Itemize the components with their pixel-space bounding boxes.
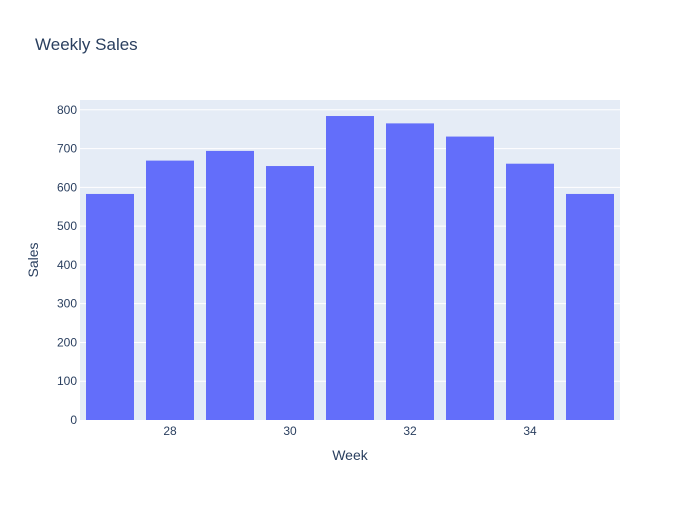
bar-week-28[interactable] (146, 160, 194, 420)
y-tick-label: 0 (70, 413, 77, 427)
y-tick-label: 800 (57, 103, 77, 117)
y-tick-label: 400 (57, 258, 77, 272)
y-tick-label: 700 (57, 142, 77, 156)
bar-week-29[interactable] (206, 150, 254, 420)
x-axis-label: Week (332, 447, 369, 463)
x-tick-label: 34 (523, 424, 537, 438)
bar-week-32[interactable] (386, 123, 434, 421)
y-axis-ticks: 0 100 200 300 400 500 600 700 800 (57, 103, 77, 427)
bar-week-34[interactable] (506, 163, 554, 420)
y-tick-label: 300 (57, 297, 77, 311)
x-tick-label: 28 (163, 424, 177, 438)
y-tick-label: 200 (57, 335, 77, 349)
x-tick-label: 32 (403, 424, 417, 438)
y-tick-label: 100 (57, 374, 77, 388)
bar-week-30[interactable] (266, 166, 314, 420)
y-tick-label: 500 (57, 219, 77, 233)
bar-week-33[interactable] (446, 136, 494, 421)
bar-week-35[interactable] (566, 193, 614, 420)
chart-title: Weekly Sales (35, 35, 138, 54)
y-axis-label: Sales (25, 242, 41, 277)
bar-week-31[interactable] (326, 116, 374, 420)
x-axis-ticks: 28 30 32 34 (163, 424, 537, 438)
x-tick-label: 30 (283, 424, 297, 438)
bars (86, 116, 614, 421)
bar-week-27[interactable] (86, 193, 134, 420)
y-tick-label: 600 (57, 180, 77, 194)
